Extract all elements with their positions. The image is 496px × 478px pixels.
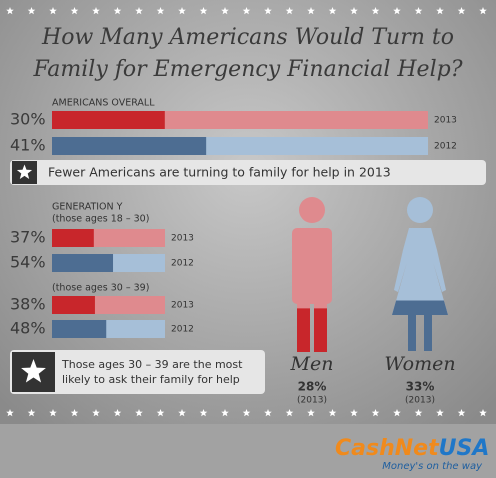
decor-star — [457, 409, 466, 417]
decor-star — [350, 7, 358, 15]
figure — [299, 197, 325, 223]
figure-part — [314, 308, 327, 352]
figure — [407, 197, 433, 223]
decor-star — [27, 409, 36, 417]
note: Those ages 30 – 39 are the most — [61, 358, 243, 371]
decor-star — [70, 7, 79, 15]
gender-year: (2013) — [405, 396, 435, 406]
value-label: 41% — [10, 136, 46, 155]
decor-star — [307, 409, 315, 417]
note-star — [16, 164, 33, 179]
decor-star — [414, 409, 423, 417]
note-star — [21, 359, 46, 383]
value-label: 30% — [10, 110, 46, 129]
note: likely to ask their family for help — [62, 373, 240, 386]
bar — [52, 137, 207, 155]
decor-star — [92, 7, 100, 15]
decor-star — [178, 409, 186, 417]
decor-star — [285, 409, 294, 417]
bar — [52, 320, 107, 338]
year-label: 2013 — [171, 234, 194, 244]
decor-star — [307, 7, 315, 15]
decor-star — [242, 7, 251, 15]
footer-band — [0, 424, 496, 478]
tagline: Money's on the way — [382, 461, 483, 472]
group-sublabel: (those ages 30 – 39) — [52, 283, 149, 294]
decor-star — [350, 409, 358, 417]
gender-year: (2013) — [297, 396, 327, 406]
decor-star — [92, 409, 100, 417]
decor-star — [27, 7, 36, 15]
decor-star — [6, 409, 14, 417]
decor-star — [328, 7, 337, 15]
decor-star — [6, 7, 14, 15]
bar — [52, 111, 165, 129]
title-line: How Many Americans Would Turn to — [41, 25, 454, 50]
brand: CashNetUSA — [335, 436, 489, 461]
year-label: 2013 — [434, 116, 457, 126]
value-label: 54% — [10, 253, 46, 272]
decor-star — [156, 409, 165, 417]
decor-star — [264, 409, 272, 417]
decor-star — [264, 7, 272, 15]
decor-star — [436, 409, 444, 417]
decor-star — [457, 7, 466, 15]
decor-star — [178, 7, 186, 15]
decor-star — [393, 409, 401, 417]
decor-star — [371, 7, 380, 15]
decor-star — [414, 7, 423, 15]
decor-star — [156, 7, 165, 15]
decor-star — [221, 409, 229, 417]
value-label: 37% — [10, 228, 46, 247]
bar — [52, 296, 95, 314]
gender-name: Women — [384, 353, 455, 375]
figure-part — [392, 300, 448, 315]
year-label: 2012 — [171, 325, 194, 335]
gender-value: 28% — [298, 380, 327, 394]
decor-star — [70, 409, 79, 417]
note-box — [10, 350, 265, 394]
decor-star — [199, 7, 208, 15]
decor-star — [135, 409, 143, 417]
decor-star — [49, 7, 57, 15]
decor-star — [393, 7, 401, 15]
gender-name: Men — [290, 353, 334, 375]
decor-star — [221, 7, 229, 15]
year-label: 2012 — [171, 259, 194, 269]
decor-star — [479, 7, 487, 15]
figure-part — [424, 315, 432, 351]
figure — [292, 228, 332, 304]
figure — [392, 228, 448, 315]
year-label: 2013 — [171, 301, 194, 311]
group-label: AMERICANS OVERALL — [52, 98, 155, 109]
decor-star — [49, 409, 57, 417]
group-sublabel: (those ages 18 – 30) — [52, 214, 149, 225]
title-line: Family for Emergency Financial Help? — [33, 57, 463, 82]
decor-star — [135, 7, 143, 15]
decor-star — [113, 7, 122, 15]
figure-part — [297, 308, 310, 352]
bar — [52, 229, 94, 247]
decor-star — [285, 7, 294, 15]
gender-value: 33% — [406, 380, 435, 394]
figure-part — [408, 315, 416, 351]
decor-star — [328, 409, 337, 417]
note-box — [10, 160, 486, 185]
decor-star — [199, 409, 208, 417]
decor-star — [242, 409, 251, 417]
note: Fewer Americans are turning to family fo… — [48, 165, 391, 180]
group-label: GENERATION Y — [52, 202, 123, 213]
decor-star — [371, 409, 380, 417]
figure-fill — [392, 300, 448, 351]
decor-star — [113, 409, 122, 417]
value-label: 48% — [10, 319, 46, 338]
decor-star — [479, 409, 487, 417]
bar — [52, 254, 114, 272]
decor-star — [436, 7, 444, 15]
value-label: 38% — [10, 295, 46, 314]
figure-fill — [297, 308, 327, 352]
year-label: 2012 — [434, 142, 457, 152]
